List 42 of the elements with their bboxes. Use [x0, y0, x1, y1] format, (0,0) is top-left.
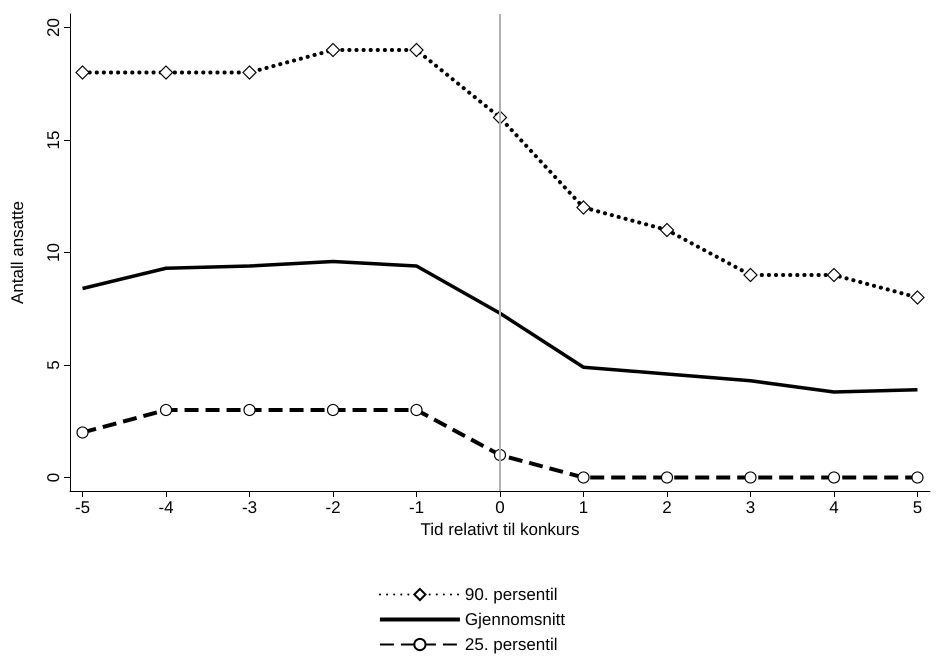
- x-tick-label: -5: [74, 498, 90, 517]
- y-tick-label: 10: [44, 243, 63, 262]
- x-tick-label: 5: [912, 498, 922, 517]
- legend-label: Gjennomsnitt: [464, 610, 566, 629]
- x-tick-label: 1: [578, 498, 588, 517]
- point: [577, 471, 590, 484]
- legend-label: 25. persentil: [464, 635, 558, 654]
- x-tick-label: -1: [408, 498, 424, 517]
- point: [326, 404, 340, 416]
- x-tick-label: -4: [158, 498, 174, 517]
- x-tick-label: -2: [325, 498, 341, 517]
- y-tick-label: 15: [44, 130, 63, 150]
- point: [743, 268, 758, 282]
- x-axis-title: Tid relativt til konkurs: [420, 520, 580, 539]
- y-tick-label: 5: [44, 360, 63, 370]
- point: [910, 290, 925, 305]
- y-tick-label: 20: [44, 18, 63, 37]
- point: [660, 222, 674, 238]
- point: [326, 42, 340, 58]
- legend-label: 90. persentil: [464, 585, 558, 604]
- line-series: [80, 260, 920, 394]
- point: [158, 65, 174, 80]
- x-tick-label: 3: [746, 498, 756, 517]
- x-tick-label: -3: [242, 498, 258, 517]
- y-axis-title: Antall ansatte: [8, 200, 27, 304]
- point: [409, 42, 424, 58]
- point: [242, 65, 257, 80]
- point: [826, 268, 842, 282]
- x-tick-label: 2: [662, 498, 672, 517]
- point: [911, 471, 924, 484]
- point: [828, 471, 840, 484]
- point: [660, 471, 674, 484]
- point: [243, 404, 256, 416]
- x-tick-label: 0: [495, 498, 505, 517]
- point: [410, 404, 423, 416]
- point: [744, 471, 757, 484]
- point: [576, 200, 591, 215]
- y-tick-label: 0: [44, 472, 63, 482]
- point: [75, 65, 90, 80]
- point: [160, 404, 172, 416]
- x-tick-label: 4: [829, 498, 839, 517]
- point: [76, 426, 89, 439]
